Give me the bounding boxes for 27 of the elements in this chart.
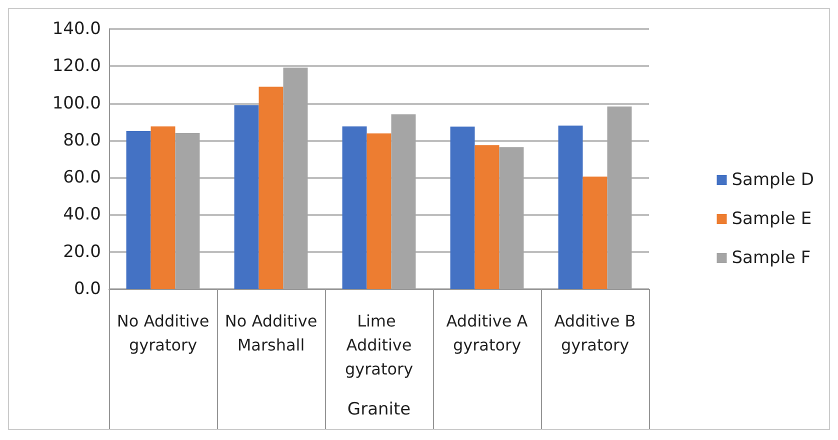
x-tick-label: Additive B gyratory — [554, 312, 636, 354]
y-tick-label: 40.0 — [63, 204, 101, 225]
x-tick-label: Lime Additive gyratory — [344, 312, 414, 378]
y-tick-label: 20.0 — [63, 242, 101, 262]
x-tick-label: Additive A gyratory — [446, 312, 528, 354]
x-tick-label: No Additive gyratory — [116, 312, 210, 354]
y-tick-label: 60.0 — [63, 168, 101, 188]
bar — [258, 86, 284, 289]
bar — [126, 130, 151, 289]
x-tick-label: No Additive Marshall — [224, 312, 318, 354]
bar — [474, 145, 500, 289]
y-tick-label: 120.0 — [52, 56, 101, 76]
bar — [234, 105, 259, 289]
x-axis-title: Granite — [347, 400, 411, 420]
y-tick-label: 140.0 — [52, 19, 101, 39]
bar — [366, 133, 392, 289]
bar — [342, 126, 367, 289]
y-tick-label: 100.0 — [52, 93, 101, 114]
y-tick-label: 80.0 — [63, 130, 101, 150]
bar — [150, 126, 176, 289]
bar — [450, 126, 475, 289]
legend-label: Sample E — [732, 209, 812, 229]
y-tick-label: 0.0 — [74, 279, 101, 299]
bar — [582, 176, 608, 289]
legend-label: Sample D — [732, 170, 814, 190]
bar — [558, 126, 583, 289]
legend-label: Sample F — [732, 248, 811, 268]
